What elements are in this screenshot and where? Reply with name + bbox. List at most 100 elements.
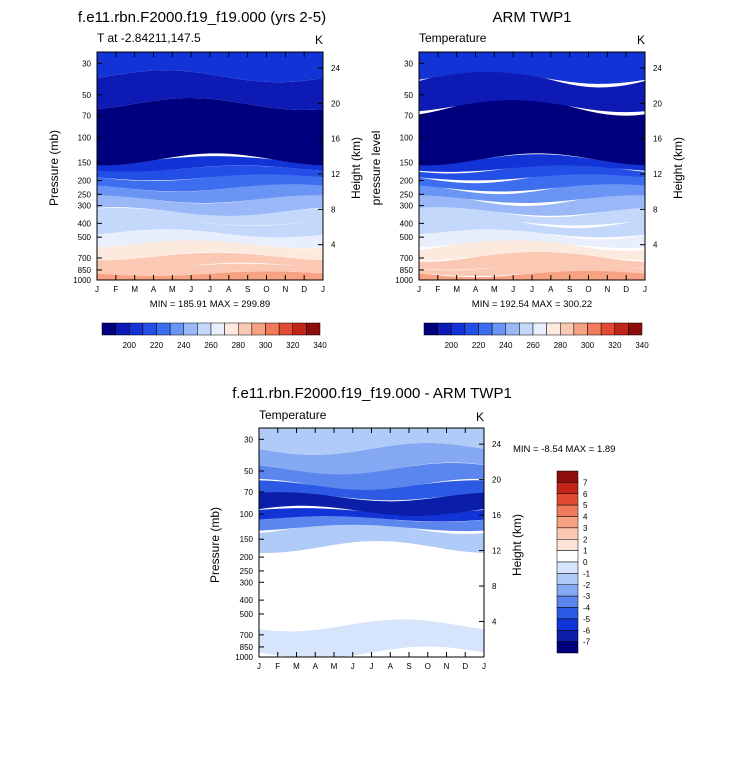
x-tick-label: J [370, 662, 374, 671]
x-tick-label: A [313, 662, 319, 671]
x-tick-label: A [151, 285, 157, 294]
colorbar-swatch [306, 322, 321, 336]
colorbar-label: 7 [583, 478, 588, 487]
colorbar-label: 200 [123, 341, 137, 350]
x-tick-label: D [301, 285, 307, 294]
colorbar-swatch [451, 322, 466, 336]
y-tick-label: 850 [240, 643, 254, 652]
colorbar: 200 220 240 260 280 300 320 340 [101, 322, 327, 350]
y-tick-label: 30 [82, 59, 91, 68]
contour-band [419, 171, 645, 192]
colorbar-swatch [560, 322, 575, 336]
x-tick-label: F [435, 285, 440, 294]
contour-band [419, 262, 645, 277]
colorbar-label: -5 [583, 615, 591, 624]
x-tick-label: J [257, 662, 261, 671]
height-tick-label: 8 [331, 205, 336, 214]
colorbar-swatch [491, 322, 506, 336]
colorbar-label: 5 [583, 501, 588, 510]
height-tick-label: 16 [492, 511, 501, 520]
colorbar-label: -1 [583, 569, 591, 578]
colorbar-label: 260 [204, 341, 218, 350]
y-tick-label: 400 [240, 596, 254, 605]
x-tick-label: J [511, 285, 515, 294]
colorbar-swatch [156, 322, 171, 336]
colorbar: 200 220 240 260 280 300 320 340 [423, 322, 649, 350]
colorbar-label: -3 [583, 592, 591, 601]
contour-band [419, 96, 645, 166]
colorbar-label: -4 [583, 604, 591, 613]
y-tick-label: 850 [78, 266, 92, 275]
x-tick-label: A [226, 285, 232, 294]
y-tick-label: 150 [400, 159, 414, 168]
colorbar-swatch [183, 322, 198, 336]
x-tick-label: A [548, 285, 554, 294]
colorbar-swatch [556, 470, 579, 483]
y-tick-label: 700 [78, 254, 92, 263]
height-tick-label: 8 [492, 582, 497, 591]
colorbar-swatch [251, 322, 266, 336]
x-tick-label: M [131, 285, 138, 294]
height-tick-label: 4 [653, 241, 658, 250]
x-tick-label: A [388, 662, 394, 671]
colorbar-label: 3 [583, 524, 588, 533]
x-tick-label: M [293, 662, 300, 671]
contour-plot: J F M A M J J A S O N D J 30 50 70 100 150 200 250 300 400 500… [235, 427, 501, 671]
contour-band [97, 183, 323, 204]
x-tick-label: S [567, 285, 572, 294]
colorbar-swatch [628, 322, 643, 336]
y-tick-label: 100 [400, 134, 414, 143]
x-tick-label: J [643, 285, 647, 294]
colorbar-label: 340 [635, 341, 649, 350]
y-tick-label: 200 [400, 177, 414, 186]
height-tick-label: 16 [331, 135, 340, 144]
contour-band [97, 173, 323, 192]
height-tick-label: 20 [653, 99, 662, 108]
y-tick-label: 250 [240, 567, 254, 576]
y-tick-label: 70 [404, 112, 413, 121]
colorbar-swatch [115, 322, 130, 336]
colorbar-swatch [478, 322, 493, 336]
colorbar-swatch [546, 322, 561, 336]
right-axis-label: Height (km) [510, 514, 524, 576]
x-tick-label: M [453, 285, 460, 294]
x-tick-label: O [263, 285, 269, 294]
colorbar-swatch [556, 641, 579, 654]
height-tick-label: 16 [653, 135, 662, 144]
colorbar: 7 6 5 4 3 2 1 0 -1 -2 -3 -4 -5 -6 -7 [556, 470, 591, 654]
colorbar-swatch [423, 322, 438, 336]
colorbar-swatch [556, 573, 579, 585]
colorbar-label: 6 [583, 490, 588, 499]
y-tick-label: 250 [400, 190, 414, 199]
colorbar-label: -2 [583, 581, 591, 590]
colorbar-swatch [556, 618, 579, 631]
colorbar-swatch [556, 584, 579, 597]
panel-arm-temperature: ARM TWP1 Temperature K J F M A M J J A S O N D J 30 50… [369, 9, 685, 350]
height-tick-label: 12 [331, 170, 340, 179]
x-tick-label: J [530, 285, 534, 294]
colorbar-swatch [556, 561, 579, 574]
x-tick-label: S [406, 662, 411, 671]
colorbar-swatch [101, 322, 116, 336]
contour-band [97, 98, 323, 166]
colorbar-label: 320 [286, 341, 300, 350]
contour-band [97, 263, 323, 277]
colorbar-swatch [210, 322, 225, 336]
y-tick-label: 300 [400, 202, 414, 211]
x-tick-label: J [321, 285, 325, 294]
x-tick-label: J [95, 285, 99, 294]
colorbar-swatch [129, 322, 144, 336]
y-tick-label: 700 [240, 631, 254, 640]
contour-band [259, 462, 484, 490]
contour-band [97, 52, 323, 83]
contour-band [259, 442, 484, 475]
x-tick-label: D [462, 662, 468, 671]
contour-band [419, 52, 645, 84]
height-tick-label: 20 [492, 476, 501, 485]
y-tick-label: 400 [78, 219, 92, 228]
x-tick-label: F [275, 662, 280, 671]
y-tick-label: 500 [240, 610, 254, 619]
contour-band [259, 619, 484, 657]
panel-units-label: K [637, 33, 645, 47]
colorbar-label: 280 [232, 341, 246, 350]
